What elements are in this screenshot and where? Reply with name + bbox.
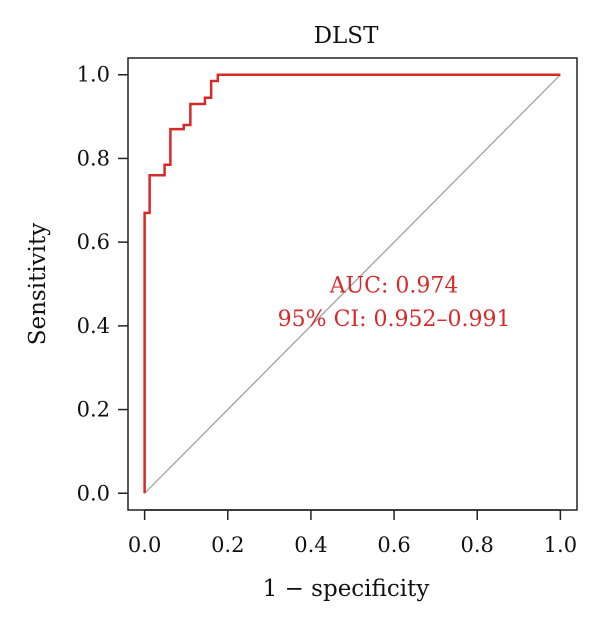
roc-curve xyxy=(143,73,561,494)
y-axis: 0.0 0.2 0.4 0.6 0.8 1.0 xyxy=(77,63,128,505)
reference-diagonal xyxy=(144,74,561,494)
y-axis-title: Sensitivity xyxy=(25,223,51,346)
x-tick-label: 0.4 xyxy=(294,533,327,557)
x-axis: 0.0 0.2 0.4 0.6 0.8 1.0 xyxy=(128,509,577,557)
y-tick-label: 0.8 xyxy=(77,146,110,170)
x-tick-label: 0.0 xyxy=(128,533,161,557)
y-tick-label: 0.4 xyxy=(77,314,110,338)
auc-annotation: AUC: 0.974 xyxy=(329,273,459,298)
y-tick-label: 1.0 xyxy=(77,63,110,87)
x-axis-title: 1 − specificity xyxy=(263,576,430,602)
x-tick-label: 0.8 xyxy=(461,533,494,557)
x-tick-label: 1.0 xyxy=(544,533,577,557)
ci-annotation: 95% CI: 0.952–0.991 xyxy=(278,307,511,332)
y-tick-label: 0.6 xyxy=(77,230,110,254)
chart-title: DLST xyxy=(314,23,379,49)
x-tick-label: 0.6 xyxy=(377,533,410,557)
x-tick-label: 0.2 xyxy=(211,533,244,557)
y-tick-label: 0.0 xyxy=(77,481,110,505)
y-tick-label: 0.2 xyxy=(77,398,110,422)
